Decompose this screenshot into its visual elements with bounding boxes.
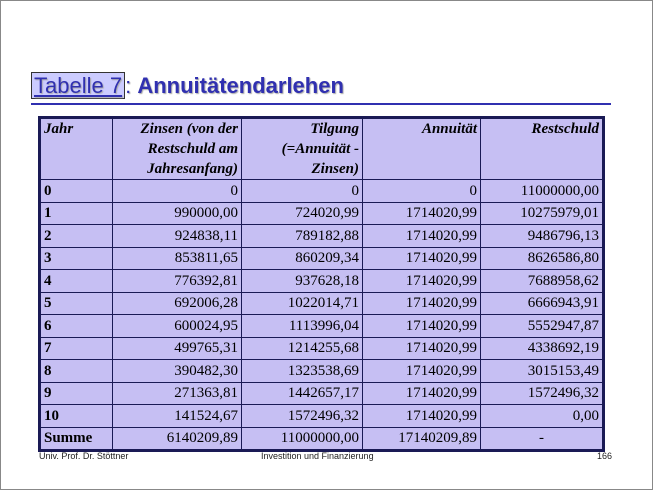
table-row: 4 776392,81 937628,18 1714020,99 7688958,62 [39,269,604,293]
cell: 17140209,89 [362,426,481,451]
slide-title: Tabelle 7: Annuitätendarlehen [31,72,344,99]
cell: 924838,11 [112,224,242,248]
cell: 0 [112,179,242,203]
table-row: Summe 6140209,89 11000000,00 17140209,89- [39,426,604,451]
footer-course: Investition und Finanzierung [261,451,374,461]
header-cell: Restschuld [480,117,604,180]
row-label: 2 [39,224,113,248]
cell: 8626586,80 [480,246,604,270]
table-row: 3 853811,65 860209,34 1714020,99 8626586,80 [39,246,604,270]
header-line: Restschuld am [147,141,238,157]
header-line: Jahr [44,121,74,137]
cell: 4338692,19 [480,336,604,360]
header-line: (=Annuität - [281,141,359,157]
title-label: Tabelle 7 [31,72,126,99]
cell: 1714020,99 [362,291,481,315]
cell: 1572496,32 [480,381,604,405]
cell: 1714020,99 [362,246,481,270]
table-row: 0 0 0 0 11000000,00 [39,179,604,203]
row-label: 5 [39,291,113,315]
cell: 1572496,32 [241,404,363,428]
header-line: Jahresanfang) [147,161,238,177]
table-row: 1 990000,00 724020,99 1714020,99 10275979,01 [39,201,604,225]
cell: 1214255,68 [241,336,363,360]
table-row: 5 692006,28 1022014,71 1714020,99 6666943,91 [39,291,604,315]
row-label: 10 [39,404,113,428]
cell: 724020,99 [241,201,363,225]
cell: 1113996,04 [241,314,363,338]
cell: 0,00 [480,404,604,428]
cell: 271363,81 [112,381,242,405]
cell: 692006,28 [112,291,242,315]
cell: 1714020,99 [362,404,481,428]
table-row: 7 499765,31 1214255,68 1714020,99 4338692,19 [39,336,604,360]
cell: 6140209,89 [112,426,242,451]
cell: 1714020,99 [362,224,481,248]
header-cell: Tilgung (=Annuität - Zinsen) [241,117,363,180]
header-line: Zinsen (von der [140,121,239,137]
cell: 11000000,00 [480,179,604,203]
cell: 0 [241,179,363,203]
row-label: 4 [39,269,113,293]
cell: 7688958,62 [480,269,604,293]
cell: 990000,00 [112,201,242,225]
title-separator: : [125,73,132,98]
table-row: 10 141524,67 1572496,32 1714020,99 0,00 [39,404,604,428]
cell: 860209,34 [241,246,363,270]
cell: 141524,67 [112,404,242,428]
table-row: 9 271363,81 1442657,17 1714020,99 1572496,32 [39,381,604,405]
cell: 600024,95 [112,314,242,338]
row-label: 0 [39,179,113,203]
header-line: Tilgung [310,121,359,137]
cell: 853811,65 [112,246,242,270]
cell: 1022014,71 [241,291,363,315]
footer-author: Univ. Prof. Dr. Stöttner [39,451,129,461]
row-label: 3 [39,246,113,270]
cell: 5552947,87 [480,314,604,338]
header-row: Jahr Zinsen (von der Restschuld am Jahresan… [39,117,604,180]
cell: 0 [362,179,481,203]
cell: 1714020,99 [362,269,481,293]
header-line: Zinsen) [311,161,359,177]
cell: 3015153,49 [480,359,604,383]
table-row: 6 600024,95 1113996,04 1714020,99 5552947,87 [39,314,604,338]
row-label: Summe [39,426,113,451]
cell: 1442657,17 [241,381,363,405]
header-line: Annuität [421,121,477,137]
title-rule [31,103,611,105]
cell: 1323538,69 [241,359,363,383]
cell: 789182,88 [241,224,363,248]
row-label: 8 [39,359,113,383]
row-label: 6 [39,314,113,338]
row-label: 7 [39,336,113,360]
cell: 9486796,13 [480,224,604,248]
cell: 10275979,01 [480,201,604,225]
cell: 937628,18 [241,269,363,293]
cell: 11000000,00 [241,426,363,451]
row-label: 1 [39,201,113,225]
cell: 1714020,99 [362,201,481,225]
table-row: 8 390482,30 1323538,69 1714020,99 3015153,49 [39,359,604,383]
footer-page: 166 [597,451,613,461]
cell: 1714020,99 [362,359,481,383]
header-cell: Annuität [362,117,481,180]
header-cell: Jahr [39,117,113,180]
cell: 1714020,99 [362,381,481,405]
cell: 390482,30 [112,359,242,383]
cell: 6666943,91 [480,291,604,315]
header-line: Restschuld [531,121,599,137]
cell: - [480,426,604,451]
title-text: Annuitätendarlehen [137,73,344,98]
header-cell: Zinsen (von der Restschuld am Jahresanfang… [112,117,242,180]
table-row: 2 924838,11 789182,88 1714020,99 9486796,13 [39,224,604,248]
cell: 776392,81 [112,269,242,293]
cell: 1714020,99 [362,314,481,338]
annuity-table: Jahr Zinsen (von der Restschuld am Jahresan… [38,116,605,452]
cell: 1714020,99 [362,336,481,360]
cell: 499765,31 [112,336,242,360]
row-label: 9 [39,381,113,405]
